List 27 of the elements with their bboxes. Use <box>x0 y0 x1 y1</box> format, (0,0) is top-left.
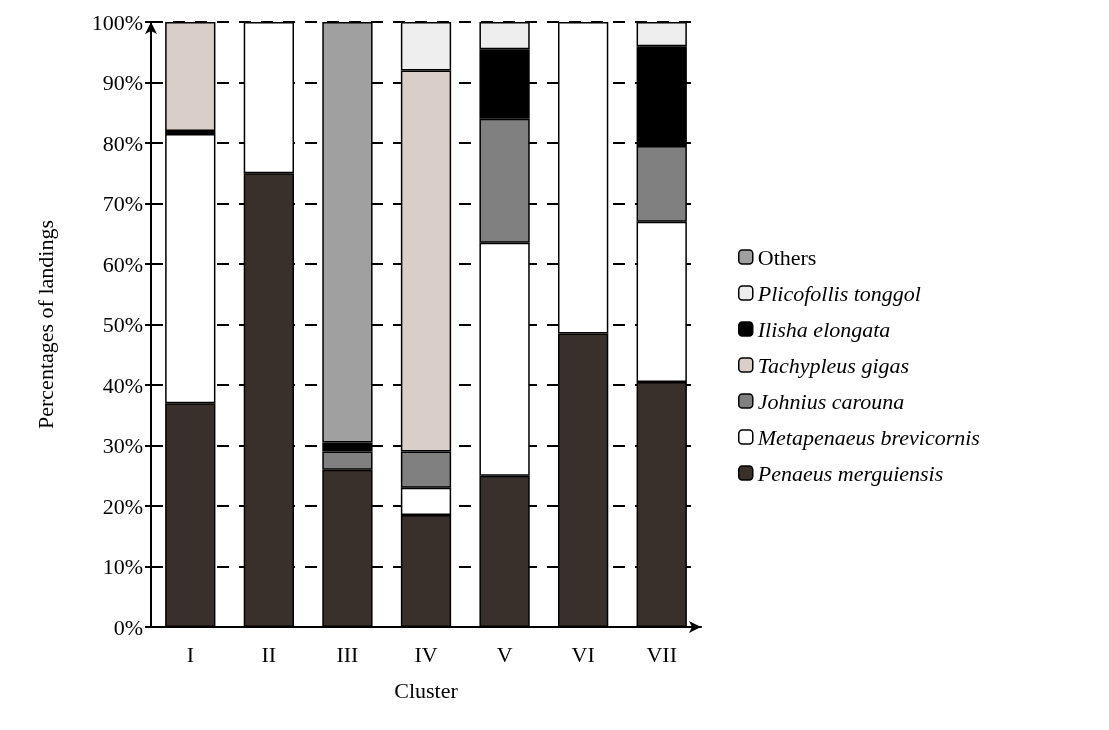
y-axis-title: Percentages of landings <box>32 220 58 429</box>
y-tick-label: 40% <box>102 372 143 398</box>
legend-label: Penaeus merguiensis <box>756 460 944 486</box>
x-tick-label: I <box>186 641 194 667</box>
y-tick-label: 30% <box>102 433 143 458</box>
x-tick-label: VI <box>571 641 595 667</box>
legend-label: Plicofollis tonggol <box>756 280 921 306</box>
legend-label: Johnius carouna <box>757 388 905 414</box>
x-tick-label: VII <box>646 641 677 667</box>
y-tick-label: 80% <box>102 130 143 156</box>
y-tick-label: 20% <box>102 493 143 519</box>
x-tick-label: IV <box>414 641 438 667</box>
y-tick-label: 50% <box>102 312 143 337</box>
x-tick-label: II <box>261 641 277 667</box>
y-tick-label: 100% <box>91 9 143 35</box>
x-tick-label: V <box>496 641 513 667</box>
legend-label: Others <box>757 244 817 270</box>
y-tick-label: 60% <box>102 251 143 277</box>
y-tick-label: 90% <box>102 70 143 95</box>
y-tick-label: 70% <box>102 191 143 216</box>
x-axis-title: Cluster <box>394 677 459 703</box>
y-tick-label: 0% <box>113 614 143 640</box>
x-tick-label: III <box>336 641 359 667</box>
y-tick-label: 10% <box>102 554 143 579</box>
legend-label: Metapenaeus brevicornis <box>756 424 980 450</box>
legend-label: Tachypleus gigas <box>757 352 910 378</box>
legend-label: Ilisha elongata <box>756 316 891 342</box>
